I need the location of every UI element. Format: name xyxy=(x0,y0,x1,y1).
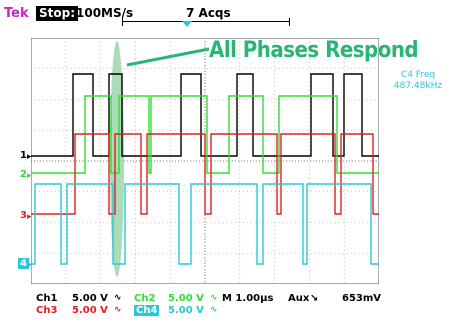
ch2-name[interactable]: Ch2 xyxy=(134,293,156,304)
sample-rate: 100MS/s xyxy=(76,6,134,20)
channel-scale-bar: Ch1 5.00 V ∿ Ch2 5.00 V ∿ M 1.00µs Aux ↘… xyxy=(0,291,456,331)
ch4-arrow-icon: ▸ xyxy=(28,260,33,270)
trigger-source[interactable]: Aux xyxy=(288,293,310,304)
ch1-arrow-icon: ▸ xyxy=(27,152,32,162)
ch3-arrow-icon: ▸ xyxy=(27,212,32,222)
trigger-slope-icon: ↘ xyxy=(310,293,319,304)
brand-label: Tek xyxy=(4,6,29,21)
scope-status-bar: Tek Stop: 100MS/s 7 Acqs xyxy=(0,0,456,40)
ch1-trace xyxy=(31,73,379,157)
acquisition-count: 7 Acqs xyxy=(186,6,231,20)
ch3-name[interactable]: Ch3 xyxy=(36,305,58,316)
ch2-marker[interactable]: 2 xyxy=(20,169,27,180)
ch3-coupling-icon: ∿ xyxy=(114,305,122,315)
record-position-bar xyxy=(122,18,290,28)
ch4-scale: 5.00 V xyxy=(168,305,204,316)
ch3-scale: 5.00 V xyxy=(72,305,108,316)
ch4-name[interactable]: Ch4 xyxy=(134,305,160,316)
ch1-scale: 5.00 V xyxy=(72,293,108,304)
trigger-position-icon xyxy=(182,21,192,27)
ch3-marker[interactable]: 3 xyxy=(20,210,27,221)
trigger-level: 653mV xyxy=(342,293,382,304)
ch1-marker[interactable]: 1 xyxy=(20,150,27,161)
ch4-coupling-icon: ∿ xyxy=(210,305,218,315)
ch1-coupling-icon: ∿ xyxy=(114,293,122,303)
waveform-graticule xyxy=(31,38,379,284)
ch2-trace xyxy=(31,95,379,174)
ch2-arrow-icon: ▸ xyxy=(27,171,32,181)
measurement-readout: C4 Freq 487.48kHz xyxy=(388,70,448,92)
ch4-trace xyxy=(31,183,379,265)
ch2-coupling-icon: ∿ xyxy=(210,293,218,303)
annotation-text: All Phases Respond xyxy=(209,38,419,63)
annotation-pointer xyxy=(126,47,210,67)
ch3-trace xyxy=(31,133,379,215)
timebase[interactable]: M 1.00µs xyxy=(222,293,274,304)
ch1-name[interactable]: Ch1 xyxy=(36,293,58,304)
measurement-label: C4 Freq xyxy=(400,70,436,80)
measurement-value: 487.48kHz xyxy=(393,81,443,91)
ch4-marker[interactable]: 4 xyxy=(18,258,29,269)
run-state-badge: Stop: xyxy=(36,6,79,21)
ch2-scale: 5.00 V xyxy=(168,293,204,304)
